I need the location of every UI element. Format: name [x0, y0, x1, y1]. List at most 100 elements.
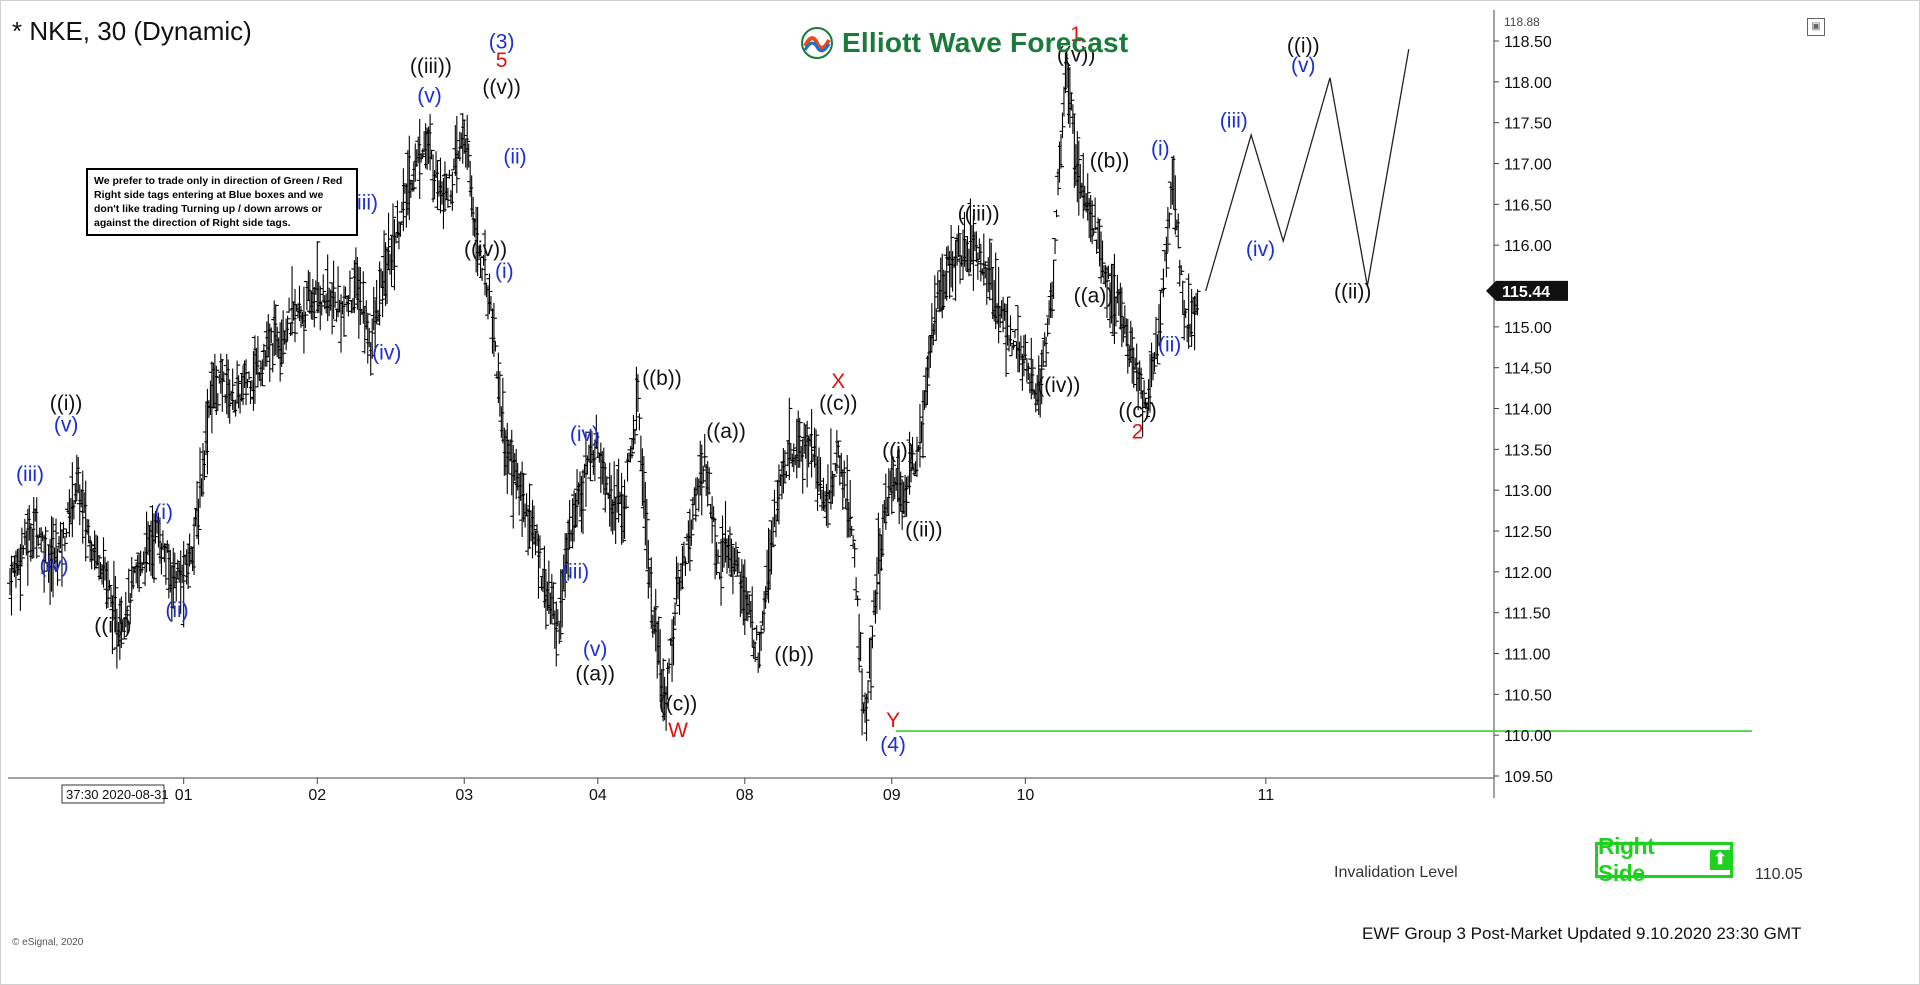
ohlc-bar [317, 285, 324, 331]
x-tick-label: 01 [175, 787, 193, 804]
ohlc-bar [182, 554, 189, 565]
ohlc-bar [918, 421, 925, 444]
ohlc-bar [845, 501, 852, 538]
ohlc-bar [330, 260, 337, 320]
ohlc-bar [550, 582, 557, 620]
ohlc-bar [208, 361, 215, 434]
ohlc-bar [519, 461, 526, 537]
ohlc-bar [740, 564, 747, 626]
ohlc-bar [143, 511, 150, 573]
ohlc-bar [409, 179, 416, 192]
ohlc-bar [645, 540, 652, 599]
ohlc-bar [925, 335, 932, 378]
ohlc-bar [955, 225, 962, 257]
ohlc-bar [772, 514, 779, 538]
ohlc-bar [102, 556, 109, 581]
ohlc-bar [872, 589, 879, 624]
ohlc-bar [726, 526, 733, 574]
ohlc-bar [905, 475, 912, 489]
ohlc-bar [686, 508, 693, 572]
x-tick-label: 03 [455, 787, 473, 804]
ohlc-bar [621, 479, 628, 540]
y-tick-label: 114.00 [1504, 402, 1552, 419]
y-tick-label: 109.50 [1504, 769, 1553, 786]
window-restore-icon[interactable]: ▣ [1807, 18, 1825, 36]
wave-label: ((i)) [882, 440, 915, 463]
ohlc-bar [556, 622, 563, 644]
ohlc-bar [1069, 104, 1076, 134]
ohlc-bar [499, 377, 506, 444]
ohlc-bar [1025, 362, 1032, 381]
ohlc-bar [300, 286, 307, 354]
ohlc-bar [284, 315, 291, 342]
ohlc-bar [456, 131, 463, 162]
ohlc-bar [496, 371, 503, 417]
x-cursor-box [61, 784, 165, 804]
ohlc-bar [928, 303, 935, 353]
ohlc-bar [523, 493, 530, 516]
ohlc-bar [799, 438, 806, 494]
ohlc-bar [192, 507, 199, 527]
wave-label: ((iii)) [410, 55, 452, 78]
ohlc-bar [173, 570, 180, 602]
ohlc-bar [441, 161, 448, 213]
ohlc-bar [501, 427, 508, 476]
ohlc-bar [882, 473, 889, 530]
wave-label: (v) [583, 638, 608, 661]
ohlc-bar [747, 600, 754, 628]
wave-label: ((a)) [706, 420, 746, 443]
invalidation-label: Invalidation Level [1334, 864, 1458, 881]
ohlc-bar [565, 519, 572, 581]
ohlc-bar [876, 528, 883, 610]
ohlc-bar [937, 257, 944, 312]
ohlc-bar [774, 479, 781, 522]
ohlc-bar [867, 636, 874, 701]
ohlc-bar [272, 304, 279, 356]
ohlc-bar [1001, 303, 1008, 321]
ohlc-bar [804, 420, 811, 488]
ohlc-bar [544, 581, 551, 611]
ohlc-bar [176, 562, 183, 583]
ohlc-bar [602, 463, 609, 513]
ohlc-bar [69, 462, 76, 538]
ohlc-bar [848, 525, 855, 537]
ohlc-bar [1129, 327, 1136, 384]
ohlc-bar [746, 594, 753, 615]
ohlc-bar [1157, 291, 1164, 351]
ohlc-bar [835, 440, 842, 458]
ohlc-bar [33, 497, 40, 559]
ohlc-bar [777, 474, 784, 487]
wave-label: W [668, 719, 688, 742]
ohlc-bar [1084, 173, 1091, 221]
ohlc-bar [998, 300, 1005, 319]
ohlc-bar [666, 658, 673, 674]
ohlc-bar [1193, 292, 1200, 315]
ohlc-bar [1115, 290, 1122, 316]
ohlc-bar [490, 302, 497, 358]
ohlc-bar [823, 483, 830, 526]
ohlc-bar [1053, 209, 1060, 218]
ohlc-bar [434, 160, 441, 211]
ohlc-bar [507, 439, 514, 462]
ohlc-bar [980, 233, 987, 286]
ohlc-bar [841, 460, 848, 498]
ohlc-bar [449, 171, 456, 211]
ohlc-bar [818, 489, 825, 511]
ohlc-bar [1075, 140, 1082, 216]
ohlc-bar [712, 517, 719, 580]
x-tick-label: 08 [736, 787, 754, 804]
ohlc-bar [626, 452, 633, 462]
ohlc-bar [342, 286, 349, 300]
ohlc-bar [985, 257, 992, 293]
ohlc-bar [579, 469, 586, 535]
ohlc-bar [734, 549, 741, 577]
ohlc-bar [483, 282, 490, 298]
ohlc-bar [884, 496, 891, 514]
ohlc-bar [67, 498, 74, 523]
ohlc-bar [756, 631, 763, 669]
ohlc-bar [1178, 265, 1185, 275]
ohlc-bar [948, 225, 955, 288]
wave-label: (iii) [1220, 110, 1248, 133]
ohlc-bar [222, 394, 229, 404]
